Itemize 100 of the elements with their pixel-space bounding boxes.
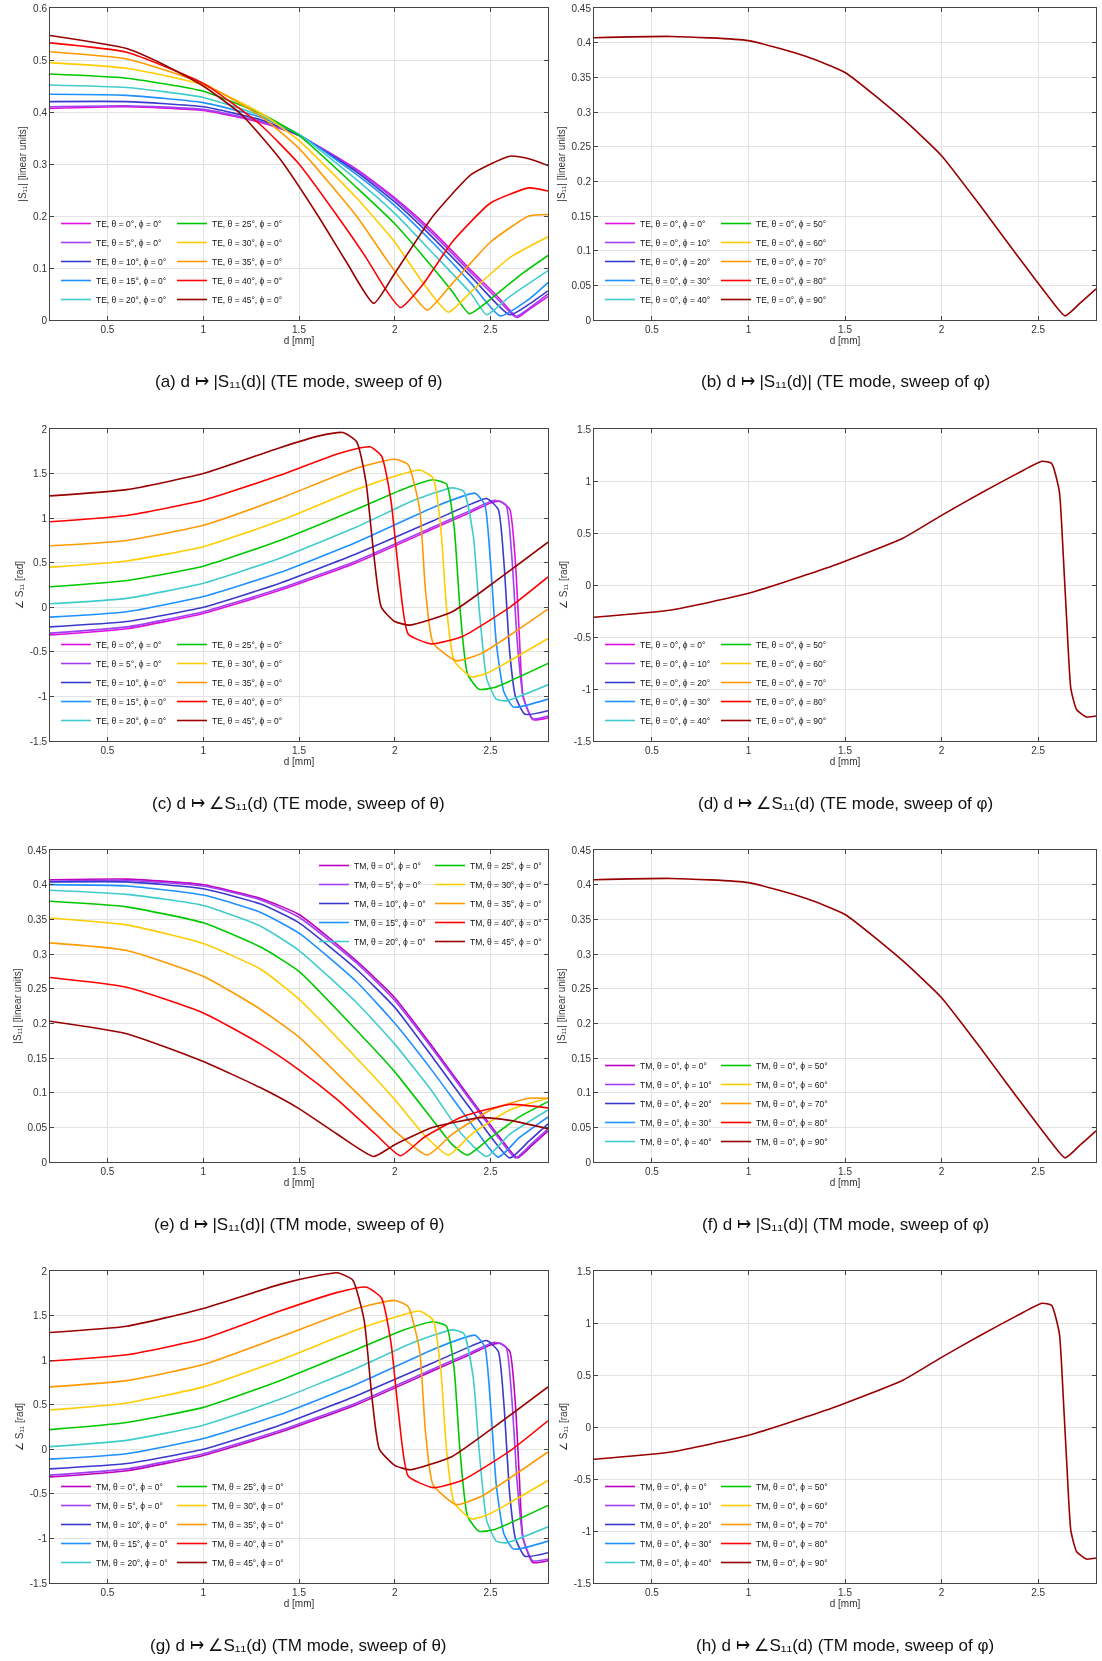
legend-label: TM, θ = 5°, ϕ = 0° <box>96 1500 163 1511</box>
legend-label: TE, θ = 40°, ϕ = 0° <box>212 275 283 286</box>
y-tick-label: 0.5 <box>577 527 592 539</box>
x-tick-label: 0.5 <box>100 1587 115 1598</box>
legend-label: TE, θ = 20°, ϕ = 0° <box>96 294 167 305</box>
legend-label: TM, θ = 0°, ϕ = 80° <box>756 1538 828 1549</box>
x-tick-label: 2 <box>391 1587 398 1598</box>
legend-label: TE, θ = 15°, ϕ = 0° <box>96 275 167 286</box>
x-tick-label: 0.5 <box>644 1587 660 1598</box>
legend-label: TE, θ = 0°, ϕ = 70° <box>756 677 827 688</box>
y-tick-label: -1 <box>582 1525 592 1537</box>
y-tick-label: 1.5 <box>577 423 592 435</box>
y-tick-label: 0.05 <box>571 1121 592 1133</box>
x-tick-label: 2 <box>938 324 945 335</box>
x-tick-label: 1 <box>200 1166 207 1177</box>
legend-label: TE, θ = 0°, ϕ = 20° <box>640 677 711 688</box>
y-tick-label: 0.25 <box>27 983 48 995</box>
legend-label: TM, θ = 35°, ϕ = 0° <box>470 898 542 909</box>
x-tick-label: 1.5 <box>838 745 853 756</box>
line-series <box>594 877 1096 1159</box>
text: (d) d ↦ ∠S₁₁(d) (TE mode, sweep of φ) <box>698 794 994 813</box>
y-tick-label: 1 <box>585 475 592 487</box>
y-tick-label: 0 <box>585 314 592 326</box>
x-tick-label: 1.5 <box>292 324 307 335</box>
legend-label: TM, θ = 0°, ϕ = 80° <box>756 1117 828 1128</box>
legend-label: TE, θ = 0°, ϕ = 50° <box>756 218 827 229</box>
text: (h) d ↦ ∠S₁₁(d) (TM mode, sweep of φ) <box>696 1636 995 1655</box>
x-tick-label: 1 <box>200 324 207 335</box>
legend-label: TM, θ = 0°, ϕ = 0° <box>354 860 421 871</box>
y-tick-label: 0.35 <box>571 913 592 925</box>
x-tick-label: 2 <box>938 1166 945 1177</box>
legend-label: TM, θ = 40°, ϕ = 0° <box>212 1538 284 1549</box>
x-axis-title: d [mm] <box>829 1598 861 1609</box>
legend-label: TE, θ = 35°, ϕ = 0° <box>212 677 283 688</box>
y-tick-label: 0.1 <box>577 1087 592 1099</box>
legend-label: TM, θ = 35°, ϕ = 0° <box>212 1519 284 1530</box>
legend-label: TM, θ = 20°, ϕ = 0° <box>354 936 426 947</box>
x-tick-label: 2 <box>938 745 945 756</box>
y-tick-label: 0.2 <box>577 1017 592 1029</box>
text: (a) d ↦ |S₁₁(d)| (TE mode, sweep of θ) <box>155 372 443 391</box>
line-series <box>594 460 1096 718</box>
legend-label: TM, θ = 0°, ϕ = 90° <box>756 1136 828 1147</box>
text: (c) d ↦ ∠S₁₁(d) (TE mode, sweep of θ) <box>152 794 445 813</box>
line-series <box>50 431 548 626</box>
legend-label: TE, θ = 0°, ϕ = 0° <box>96 639 162 650</box>
y-tick-label: 0.4 <box>577 37 592 49</box>
legend-label: TM, θ = 5°, ϕ = 0° <box>354 879 421 890</box>
legend-label: TM, θ = 0°, ϕ = 0° <box>640 1060 707 1071</box>
legend-label: TM, θ = 10°, ϕ = 0° <box>354 898 426 909</box>
y-tick-label: -1.5 <box>29 1577 48 1589</box>
legend-label: TM, θ = 0°, ϕ = 0° <box>640 1481 707 1492</box>
x-axis-title: d [mm] <box>283 756 315 767</box>
legend-label: TE, θ = 0°, ϕ = 80° <box>756 696 827 707</box>
y-tick-label: 0.05 <box>27 1121 48 1133</box>
legend-label: TE, θ = 5°, ϕ = 0° <box>96 658 162 669</box>
y-tick-label: 1 <box>585 1317 592 1329</box>
line-series <box>594 1302 1096 1560</box>
y-axis-title: |S₁₁| [linear units] <box>17 126 29 202</box>
y-tick-label: 1 <box>41 1354 48 1366</box>
y-tick-label: 0 <box>585 579 592 591</box>
x-tick-label: 2.5 <box>1031 1166 1046 1177</box>
legend-label: TM, θ = 0°, ϕ = 40° <box>640 1557 712 1568</box>
legend-label: TE, θ = 25°, ϕ = 0° <box>212 218 283 229</box>
legend-label: TM, θ = 0°, ϕ = 50° <box>756 1481 828 1492</box>
x-tick-label: 1 <box>745 1587 752 1598</box>
y-tick-label: 1 <box>41 512 48 524</box>
legend-label: TE, θ = 0°, ϕ = 20° <box>640 256 711 267</box>
y-tick-label: -1 <box>38 690 48 702</box>
y-tick-label: 0.5 <box>33 557 48 569</box>
legend-label: TM, θ = 0°, ϕ = 30° <box>640 1538 712 1549</box>
x-axis-title: d [mm] <box>283 335 315 346</box>
y-tick-label: -0.5 <box>573 631 592 643</box>
x-axis-title: d [mm] <box>283 1177 315 1188</box>
x-tick-label: 2.5 <box>483 324 498 335</box>
x-tick-label: 1.5 <box>292 745 307 756</box>
y-tick-label: 0.35 <box>27 913 48 925</box>
legend-label: TM, θ = 0°, ϕ = 0° <box>96 1481 163 1492</box>
x-tick-label: 2.5 <box>1031 745 1046 756</box>
x-tick-label: 0.5 <box>100 1166 115 1177</box>
y-tick-label: 0.2 <box>577 175 592 187</box>
y-tick-label: -1.5 <box>29 735 48 747</box>
x-tick-label: 0.5 <box>100 324 115 335</box>
legend-label: TM, θ = 0°, ϕ = 10° <box>640 1500 712 1511</box>
legend-label: TM, θ = 0°, ϕ = 20° <box>640 1519 712 1530</box>
legend-label: TE, θ = 20°, ϕ = 0° <box>96 715 167 726</box>
legend-label: TE, θ = 30°, ϕ = 0° <box>212 658 283 669</box>
y-axis-title: |S₁₁| [linear units] <box>11 968 23 1044</box>
legend-label: TM, θ = 40°, ϕ = 0° <box>470 917 542 928</box>
x-tick-label: 2.5 <box>483 745 498 756</box>
legend-label: TM, θ = 0°, ϕ = 70° <box>756 1098 828 1109</box>
y-tick-label: 0.4 <box>33 106 48 118</box>
x-tick-label: 0.5 <box>644 324 660 335</box>
y-tick-label: 0.15 <box>571 210 592 222</box>
y-axis-title: ∠ S₁₁ [rad] <box>13 1402 25 1451</box>
legend-label: TM, θ = 45°, ϕ = 0° <box>212 1557 284 1568</box>
y-tick-label: 0.2 <box>33 210 48 222</box>
y-tick-label: 0.3 <box>33 948 48 960</box>
x-tick-label: 0.5 <box>100 745 115 756</box>
legend-label: TE, θ = 10°, ϕ = 0° <box>96 256 167 267</box>
legend-label: TE, θ = 0°, ϕ = 80° <box>756 275 827 286</box>
